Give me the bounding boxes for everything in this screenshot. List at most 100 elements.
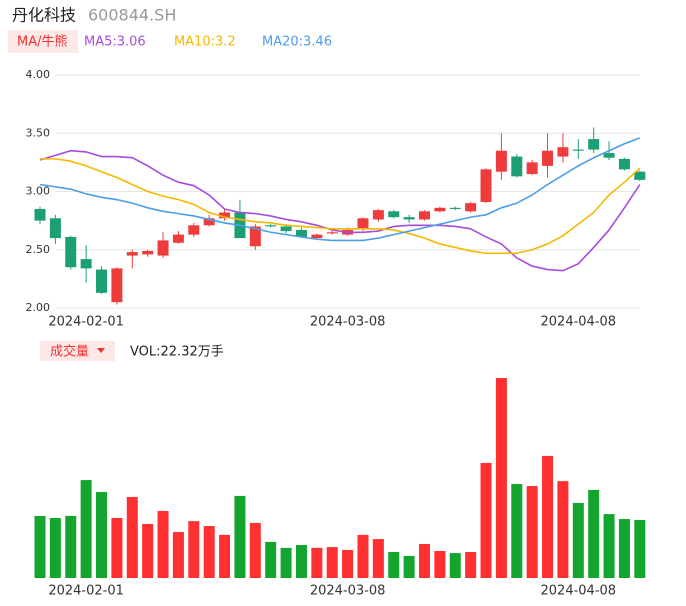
candle-body — [634, 171, 646, 180]
stock-code: 600844.SH — [88, 6, 176, 25]
volume-bar — [234, 495, 246, 578]
legend-box[interactable] — [8, 30, 78, 53]
volume-bar — [480, 462, 492, 578]
volume-selector[interactable]: 成交量 — [50, 344, 89, 360]
volume-bar — [449, 553, 461, 578]
volume-bar — [434, 550, 446, 578]
candle-body — [34, 208, 46, 221]
volume-bar — [326, 547, 338, 578]
legend-entry: MA5:3.06 — [84, 35, 146, 50]
x-tick-label: 2024-04-08 — [541, 315, 617, 330]
y-tick-label: 3.00 — [26, 185, 51, 198]
volume-bar — [634, 520, 646, 578]
candle-body — [326, 232, 338, 234]
ma-line — [39, 137, 641, 242]
volume-bar — [495, 378, 507, 578]
volume-bar — [342, 549, 354, 578]
candle-body — [49, 218, 61, 239]
volume-bar — [403, 555, 415, 578]
candle-body — [219, 212, 231, 219]
volume-bar — [157, 510, 169, 578]
candle-body — [603, 153, 615, 158]
candle-body — [142, 250, 154, 255]
ma-selector[interactable]: MA/牛熊 — [17, 34, 68, 50]
candle-body — [480, 169, 492, 202]
candle-body — [65, 236, 77, 268]
volume-bar — [265, 541, 277, 578]
volume-bar — [311, 547, 323, 578]
candle-body — [419, 211, 430, 220]
volume-bar — [126, 496, 138, 578]
candle-body — [203, 218, 215, 226]
volume-box[interactable] — [40, 341, 115, 361]
ma-line — [40, 158, 641, 255]
candle-body — [572, 149, 584, 151]
volume-bar — [172, 532, 184, 578]
candle-body — [403, 217, 415, 220]
candle-body — [588, 139, 600, 150]
volume-bar — [588, 489, 600, 578]
candle-body — [542, 150, 554, 166]
y-tick-label: 3.50 — [26, 126, 51, 139]
candle-body — [357, 218, 369, 229]
candle-body — [249, 226, 261, 247]
volume-bar — [219, 534, 231, 578]
x-tick-label: 2024-02-01 — [48, 315, 124, 330]
candle-body — [526, 162, 538, 175]
candle-body — [188, 225, 200, 235]
volume-readout: VOL:22.32万手 — [130, 345, 224, 360]
volume-bar — [280, 547, 292, 578]
candle-body — [388, 211, 400, 218]
candle-body — [157, 240, 169, 256]
x-tick-label: 2024-02-01 — [48, 584, 124, 599]
volume-bar — [618, 519, 630, 578]
candle-body — [80, 259, 92, 269]
candle-body — [495, 150, 507, 172]
volume-bar — [142, 523, 154, 578]
candle-body — [172, 234, 184, 243]
candle-body — [618, 158, 630, 170]
candle-body — [511, 156, 523, 177]
volume-bar — [388, 552, 400, 578]
volume-bar — [188, 521, 200, 578]
candle-body — [311, 234, 323, 239]
volume-bar — [542, 455, 554, 578]
volume-bar — [372, 539, 384, 578]
ma-line — [39, 149, 641, 272]
volume-bar — [557, 481, 569, 578]
candle-body — [111, 268, 123, 303]
volume-bar — [357, 534, 369, 578]
legend-entry: MA10:3.2 — [174, 35, 236, 50]
volume-bar — [34, 515, 46, 578]
volume-bar — [111, 518, 123, 578]
volume-bar — [603, 514, 615, 578]
volume-bar — [80, 480, 92, 578]
volume-bar — [249, 522, 261, 578]
volume-bar — [419, 543, 430, 578]
volume-bar — [49, 518, 61, 578]
volume-bar — [526, 486, 538, 578]
stock-name: 丹化科技 — [12, 6, 76, 25]
volume-bar — [203, 526, 215, 578]
volume-bar — [96, 492, 108, 578]
volume-bar — [65, 515, 77, 578]
candle-body — [280, 226, 292, 232]
candle-body — [372, 210, 384, 220]
x-tick-label: 2024-03-08 — [310, 315, 386, 330]
y-tick-label: 2.50 — [26, 243, 51, 256]
dropdown-arrow — [97, 348, 105, 353]
legend-entry: MA20:3.46 — [262, 35, 332, 50]
y-tick-label: 4.00 — [26, 68, 51, 81]
volume-bar — [511, 483, 523, 578]
volume-bar — [465, 552, 477, 578]
candle-body — [96, 269, 108, 293]
candle-body — [434, 207, 446, 212]
x-tick-label: 2024-03-08 — [310, 584, 386, 599]
candle-body — [295, 229, 307, 237]
volume-bar — [572, 502, 584, 578]
volume-bar — [295, 545, 307, 578]
candle-body — [449, 207, 461, 209]
x-tick-label: 2024-04-08 — [541, 584, 617, 599]
y-tick-label: 2.00 — [26, 301, 51, 314]
